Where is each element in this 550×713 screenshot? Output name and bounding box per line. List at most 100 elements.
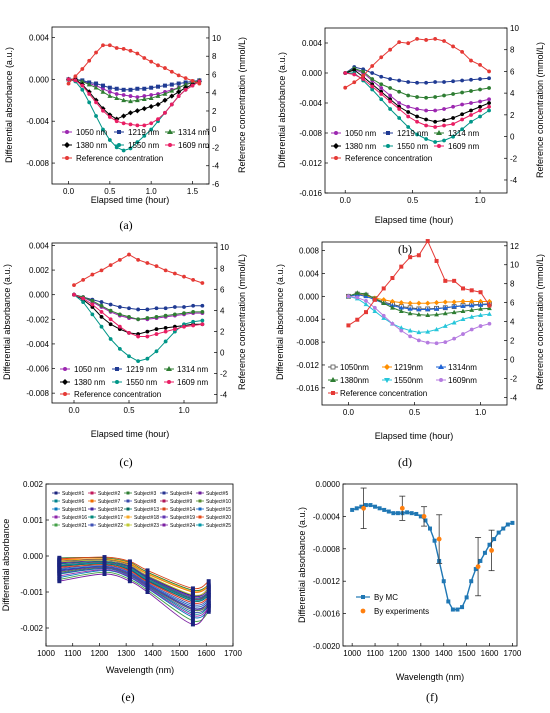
data-point	[107, 93, 113, 98]
data-point	[433, 95, 438, 99]
data-point	[389, 298, 396, 305]
legend-item: Subject#23	[124, 523, 159, 529]
data-point	[434, 258, 439, 263]
data-point	[487, 321, 492, 326]
subject-curve	[59, 567, 209, 612]
data-point	[451, 122, 455, 126]
data-point	[406, 80, 411, 84]
data-point	[361, 77, 366, 81]
chart-panel-f: 1000 1100 1200 1300 1400 1500 1600 1700 -0.0020 -…	[297, 480, 522, 704]
legend-marker	[90, 499, 94, 503]
legend-label: Subject#13	[134, 507, 159, 513]
legend: Subject#1 Subject#2 Subject#3 Subject#4 Subj…	[52, 491, 231, 529]
x-tick-label: 1600	[197, 649, 215, 658]
data-point	[425, 239, 430, 244]
data-point	[451, 79, 455, 84]
panel-label: (c)	[119, 455, 132, 469]
data-point	[191, 277, 196, 282]
y2-tick-label: 2	[510, 337, 515, 346]
x-tick-label: 0.5	[123, 406, 135, 415]
legend: By MC By experiments	[356, 593, 429, 616]
data-point	[408, 334, 413, 339]
data-point	[135, 86, 140, 91]
data-point	[407, 300, 413, 306]
data-point	[117, 324, 122, 329]
subject-curve	[59, 569, 209, 619]
data-point	[127, 579, 132, 584]
experiment-point	[399, 505, 405, 511]
legend-item-1609: 1609 nm	[165, 141, 209, 150]
data-point	[443, 340, 448, 344]
data-point	[148, 95, 154, 100]
legend-marker	[198, 499, 202, 503]
data-point	[425, 340, 430, 345]
data-point	[107, 43, 112, 48]
legend-item-1380: 1380 nm	[60, 378, 105, 387]
data-point	[425, 312, 431, 318]
y-tick-label: 0.004	[29, 33, 50, 42]
data-point	[442, 323, 448, 328]
data-point	[121, 113, 127, 119]
data-point	[162, 97, 168, 103]
chart-panel-c: 0.0 0.5 1.0 -0.008 -0.006 -0.004 -0.002 0.000 0.…	[2, 241, 247, 469]
data-point	[206, 587, 211, 592]
data-point	[117, 346, 122, 351]
data-point	[388, 77, 393, 81]
data-point	[141, 106, 147, 112]
legend-label: Subject#2	[98, 491, 120, 497]
data-point	[127, 314, 131, 319]
data-point	[487, 311, 492, 316]
y-tick-label: -0.004	[296, 315, 319, 324]
data-point	[108, 322, 113, 327]
x-tick-label: 1200	[91, 649, 109, 658]
y2-tick-label: -2	[510, 374, 518, 383]
subject-curve	[59, 567, 209, 613]
data-point	[127, 569, 132, 574]
data-point	[90, 298, 95, 303]
data-point	[99, 314, 104, 319]
data-point	[397, 101, 402, 105]
x-tick-label: 1.0	[475, 408, 487, 417]
legend-label: Subject#25	[206, 523, 231, 529]
data-point	[451, 104, 455, 109]
data-point	[460, 117, 465, 122]
data-point	[121, 97, 127, 103]
x-tick-label: 1500	[171, 649, 189, 658]
data-point	[191, 303, 196, 308]
data-point	[142, 133, 147, 138]
data-point	[370, 77, 375, 81]
data-point	[128, 48, 133, 53]
data-point	[73, 74, 78, 79]
data-point	[190, 604, 195, 609]
legend-marker	[54, 523, 58, 527]
mc-point	[496, 530, 501, 535]
legend-label: 1050 nm	[74, 365, 105, 374]
legend-label: Subject#9	[170, 499, 192, 505]
data-point	[163, 329, 168, 334]
legend-label: 1050 nm	[345, 129, 376, 138]
data-point	[424, 38, 429, 42]
data-point	[424, 108, 429, 113]
data-point	[451, 299, 457, 305]
data-point	[99, 303, 104, 308]
mc-point	[455, 607, 460, 612]
data-point	[94, 114, 98, 118]
legend-label: Reference concentration	[76, 154, 163, 163]
legend-label: Reference concentration	[74, 390, 161, 399]
panel-label: (f)	[426, 690, 438, 704]
legend-item-exp: By experiments	[360, 607, 429, 616]
mc-point	[368, 503, 373, 508]
legend: 1050 nm 1219 nm 1314 nm 1380 nm 1550 nm …	[60, 365, 208, 399]
legend-item: Subject#12	[88, 507, 123, 513]
data-point	[206, 592, 211, 597]
data-point	[154, 306, 159, 311]
y2-tick-label: 2	[212, 107, 217, 116]
x-tick-label: 1300	[412, 649, 430, 658]
data-point	[87, 100, 92, 105]
data-point	[94, 81, 99, 86]
legend-label: Subject#21	[62, 523, 87, 529]
y2-tick-label: -4	[220, 391, 228, 400]
data-point	[182, 324, 186, 329]
data-point	[460, 303, 466, 308]
legend-marker	[90, 491, 94, 495]
